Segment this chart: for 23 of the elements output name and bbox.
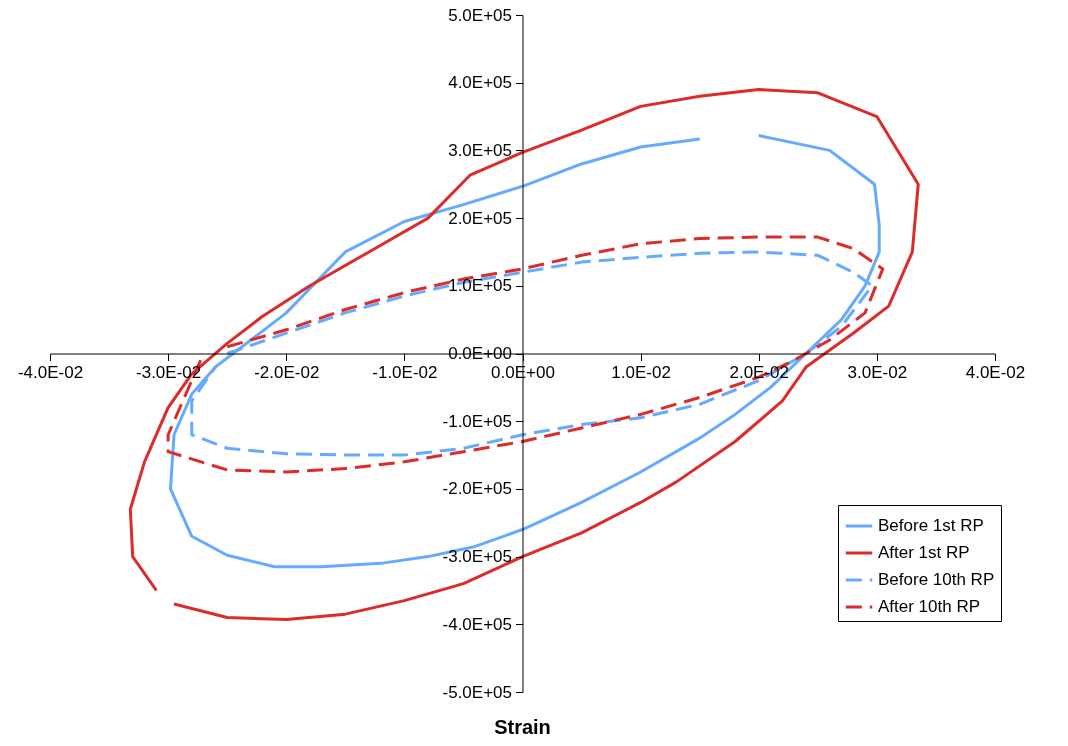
y-tick-label: -3.0E+05 — [442, 547, 512, 567]
legend-label: After 10th RP — [878, 597, 981, 616]
x-tick-label: 3.0E-02 — [847, 363, 908, 382]
y-tick-label: 1.0E+05 — [448, 276, 512, 296]
y-tick-label: -4.0E+05 — [442, 614, 512, 634]
legend-label: Before 10th RP — [878, 570, 995, 589]
x-axis-title: Strain — [494, 716, 551, 738]
y-tick-label: -1.0E+05 — [442, 411, 512, 431]
x-tick-label: 1.0E-02 — [611, 363, 671, 382]
x-tick-label: -1.0E-02 — [372, 363, 438, 382]
x-tick-label: -2.0E-02 — [254, 363, 320, 382]
legend-label: After 1st RP — [878, 543, 970, 562]
y-tick-label: -5.0E+05 — [442, 682, 512, 702]
y-tick-label: 3.0E+05 — [448, 140, 512, 160]
x-tick-label: -4.0E-02 — [17, 363, 84, 382]
y-tick-label: 0.0E+00 — [448, 344, 512, 363]
y-tick-label: 2.0E+05 — [448, 208, 512, 228]
y-tick-label: -2.0E+05 — [442, 479, 512, 499]
x-tick-label: 0.0E+00 — [491, 363, 555, 382]
legend-label: Before 1st RP — [878, 516, 984, 535]
y-tick-label: 5.0E+05 — [448, 5, 512, 25]
y-tick-label: 4.0E+05 — [448, 73, 512, 93]
x-tick-label: 4.0E-02 — [965, 363, 1026, 382]
